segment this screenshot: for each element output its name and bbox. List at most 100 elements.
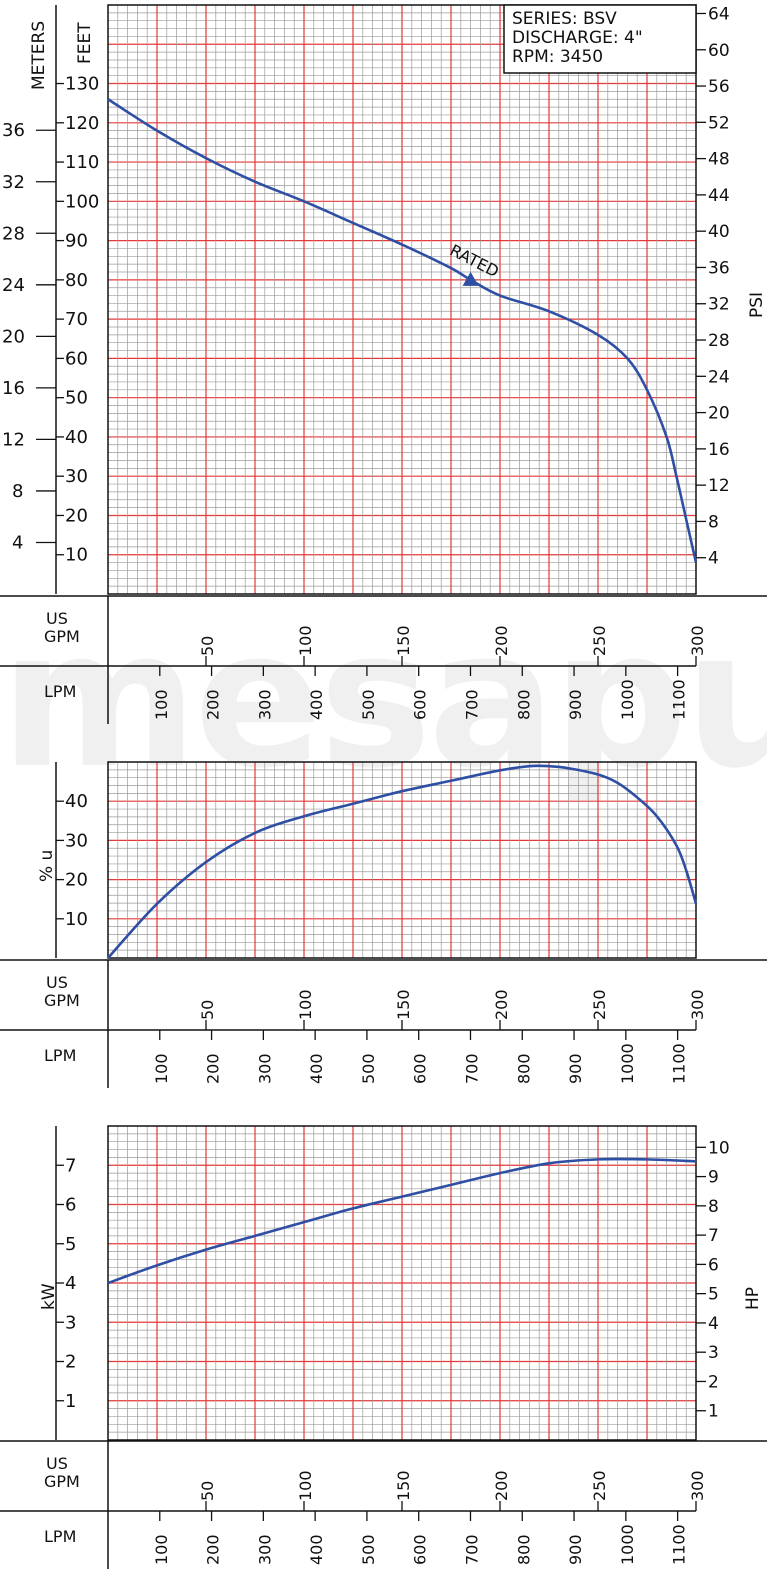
psi-axis-tick-label: 52 <box>708 113 730 133</box>
feet-axis-tick-label: 10 <box>65 545 88 566</box>
gpm-label-line1: US <box>46 609 68 628</box>
kw-axis-tick-label: 3 <box>65 1312 76 1333</box>
hp-axis-tick-label: 3 <box>708 1343 719 1363</box>
lpm-tick-label: 900 <box>566 689 585 720</box>
lpm-tick-label: 500 <box>359 1053 378 1084</box>
lpm-tick-label: 1100 <box>670 1043 689 1084</box>
kw-axis-tick-label: 1 <box>65 1391 76 1412</box>
gpm-tick-label: 200 <box>492 625 511 656</box>
psi-axis-tick-label: 8 <box>708 512 719 532</box>
gpm-tick-label: 150 <box>394 989 413 1020</box>
efficiency-axis-tick-label: 40 <box>65 791 88 812</box>
lpm-tick-label: 500 <box>359 689 378 720</box>
meters-tick-label: 16 <box>2 378 25 399</box>
lpm-tick-label: 1000 <box>618 1524 637 1565</box>
lpm-tick-label: 200 <box>204 1053 223 1084</box>
plot-frame <box>107 4 697 595</box>
kw-axis-tick-label: 6 <box>65 1195 76 1216</box>
lpm-label: LPM <box>44 682 76 701</box>
hp-axis-tick-label: 5 <box>708 1285 719 1305</box>
psi-axis-tick-label: 12 <box>708 476 730 496</box>
psi-axis-tick-label: 36 <box>708 258 730 278</box>
lpm-tick-label: 300 <box>255 689 274 720</box>
gpm-tick-label: 100 <box>296 989 315 1020</box>
plot-frame <box>107 761 697 959</box>
hp-axis-tick-label: 1 <box>708 1402 719 1422</box>
gpm-tick-label: 200 <box>492 989 511 1020</box>
efficiency-axis-label: % u <box>37 850 57 882</box>
hp-axis-tick-label: 2 <box>708 1372 719 1392</box>
efficiency-axis-tick-label: 30 <box>65 830 88 851</box>
lpm-label: LPM <box>44 1527 76 1546</box>
psi-axis-tick-label: 20 <box>708 404 730 424</box>
info-box <box>503 4 697 74</box>
feet-axis-label: FEET <box>75 22 95 64</box>
lpm-tick-label: 1100 <box>670 1524 689 1565</box>
psi-axis-tick-label: 48 <box>708 150 730 170</box>
kw-axis-tick-label: 5 <box>65 1234 76 1255</box>
lpm-tick-label: 700 <box>462 689 481 720</box>
hp-axis-label: HP <box>743 1287 763 1310</box>
efficiency-curve-panel: 10 20 30 40 % u <box>37 761 698 959</box>
efficiency-axis-tick-label: 20 <box>65 870 88 891</box>
power-curve-panel: 1 2 3 4 5 6 7 kW 1 2 3 4 5 6 7 8 9 10 HP <box>39 1125 763 1441</box>
gpm-tick-label: 200 <box>492 1470 511 1501</box>
gpm-tick-label: 150 <box>394 1470 413 1501</box>
hp-axis-tick-label: 6 <box>708 1255 719 1275</box>
lpm-tick-label: 300 <box>255 1534 274 1565</box>
feet-axis-tick-label: 50 <box>65 388 88 409</box>
power-curve <box>107 1157 697 1285</box>
psi-axis-tick-label: 64 <box>708 4 730 24</box>
gpm-tick-label: 50 <box>198 1000 217 1020</box>
lpm-tick-label: 100 <box>152 1534 171 1565</box>
info-box-line: DISCHARGE: 4" <box>512 28 643 48</box>
psi-axis-tick-label: 32 <box>708 295 730 315</box>
feet-axis-tick-label: 90 <box>65 231 88 252</box>
hp-axis-tick-label: 8 <box>708 1197 719 1217</box>
psi-axis-tick-label: 24 <box>708 367 730 387</box>
kw-axis-tick-label: 2 <box>65 1352 76 1373</box>
gpm-tick-label: 50 <box>198 1481 217 1501</box>
lpm-label: LPM <box>44 1046 76 1065</box>
gpm-tick-label: 150 <box>394 625 413 656</box>
kw-axis-tick-label: 7 <box>65 1155 76 1176</box>
feet-axis-tick-label: 20 <box>65 505 88 526</box>
psi-axis-tick-label: 44 <box>708 186 730 206</box>
lpm-tick-label: 800 <box>514 1053 533 1084</box>
lpm-tick-label: 600 <box>411 1053 430 1084</box>
feet-axis-tick-label: 120 <box>65 113 99 134</box>
lpm-tick-label: 800 <box>514 689 533 720</box>
head-curve <box>107 98 698 563</box>
kw-axis-label: kW <box>39 1283 59 1310</box>
psi-axis-tick-label: 60 <box>708 41 730 61</box>
lpm-tick-label: 400 <box>307 1053 326 1084</box>
lpm-tick-label: 400 <box>307 1534 326 1565</box>
meters-tick-label: 32 <box>2 172 25 193</box>
feet-axis-tick-label: 110 <box>65 152 99 173</box>
psi-axis-tick-label: 4 <box>708 549 719 569</box>
feet-axis-tick-label: 100 <box>65 191 99 212</box>
gpm-tick-label: 300 <box>688 625 707 656</box>
meters-tick-label: 8 <box>12 481 23 502</box>
lpm-tick-label: 700 <box>462 1053 481 1084</box>
info-box-line: SERIES: BSV <box>512 9 617 29</box>
lpm-tick-label: 200 <box>204 689 223 720</box>
lpm-tick-label: 400 <box>307 689 326 720</box>
meters-tick-label: 4 <box>12 532 23 553</box>
gpm-label-line2: GPM <box>44 1472 80 1491</box>
meters-tick-label: 28 <box>2 223 25 244</box>
feet-axis-tick-label: 40 <box>65 427 88 448</box>
psi-axis-tick-label: 28 <box>708 331 730 351</box>
lpm-tick-label: 900 <box>566 1534 585 1565</box>
psi-axis-tick-label: 16 <box>708 440 730 460</box>
lpm-tick-label: 300 <box>255 1053 274 1084</box>
lpm-tick-label: 700 <box>462 1534 481 1565</box>
lpm-tick-label: 100 <box>152 689 171 720</box>
hp-axis-tick-label: 4 <box>708 1314 719 1334</box>
gpm-label-line2: GPM <box>44 627 80 646</box>
rated-marker <box>462 271 479 286</box>
hp-axis-tick-label: 7 <box>708 1226 719 1246</box>
